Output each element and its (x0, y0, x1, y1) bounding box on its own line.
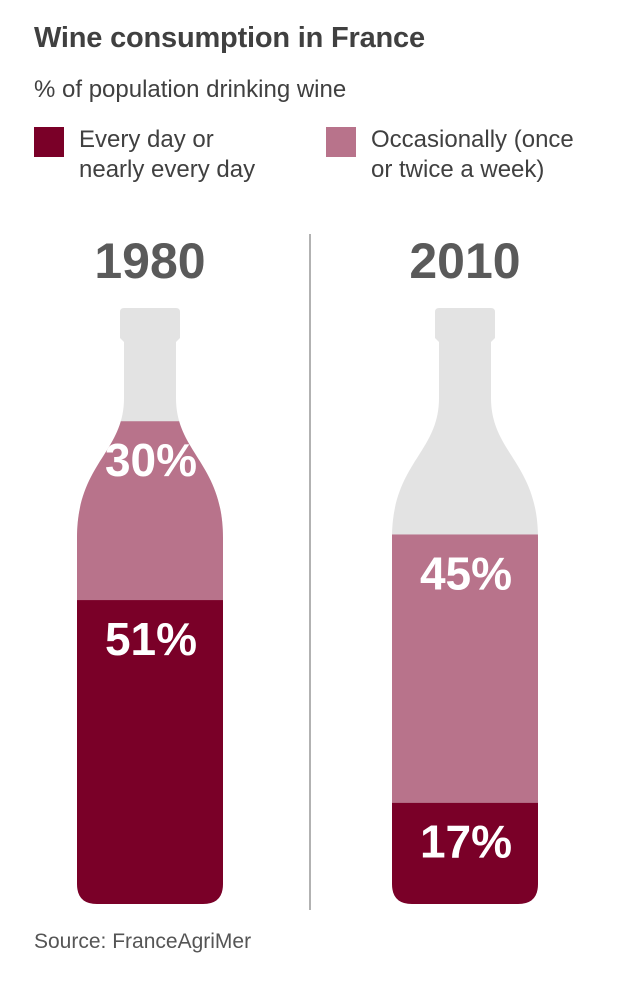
bottle-fill-2010 (392, 534, 538, 904)
year-label-2010: 2010 (409, 233, 520, 289)
chart-subtitle: % of population drinking wine (34, 76, 347, 103)
legend-swatch-occasional (326, 127, 356, 157)
year-label-1980: 1980 (94, 233, 205, 289)
legend-label-daily: Every day or nearly every day (79, 126, 256, 183)
segment-occasional-2010 (392, 534, 538, 803)
segment-daily-1980 (77, 600, 223, 904)
chart-title: Wine consumption in France (34, 22, 425, 54)
legend-label-occasional: Occasionally (once or twice a week) (371, 126, 574, 183)
value-label-occasional-2010: 45% (420, 547, 512, 599)
value-label-daily-2010: 17% (420, 816, 512, 868)
value-label-daily-1980: 51% (105, 613, 197, 665)
bottle-fill-1980 (77, 421, 223, 904)
legend-swatch-daily (34, 127, 64, 157)
value-label-occasional-1980: 30% (105, 434, 197, 486)
segment-daily-2010 (392, 802, 538, 904)
legend-item-daily: Every day or nearly every day (34, 125, 255, 185)
source-note: Source: FranceAgriMer (34, 930, 252, 953)
legend-item-occasional: Occasionally (once or twice a week) (326, 125, 574, 185)
bottle-chart: 1980 51% 30% 2010 17% 45% (77, 233, 538, 910)
